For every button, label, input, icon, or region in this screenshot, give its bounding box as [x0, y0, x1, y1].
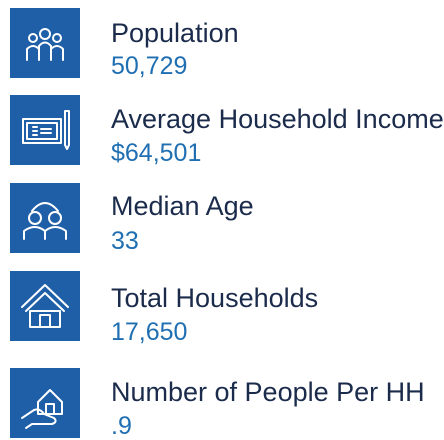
stat-label: Total Households	[111, 283, 319, 313]
households-icon	[10, 271, 80, 341]
income-icon	[10, 95, 80, 165]
stat-value: 33	[111, 227, 139, 255]
stat-label: Average Household Income	[111, 104, 444, 134]
people-per-hh-icon	[10, 368, 80, 438]
stat-value: .9	[111, 412, 132, 440]
stat-label: Population	[111, 18, 239, 48]
stat-value: $64,501	[111, 139, 202, 167]
stat-value: 50,729	[111, 52, 188, 80]
stat-label: Median Age	[111, 191, 254, 221]
stat-value: 17,650	[111, 318, 188, 346]
stat-label: Number of People Per HH	[111, 377, 425, 407]
population-icon	[10, 8, 80, 78]
age-icon	[10, 183, 80, 253]
